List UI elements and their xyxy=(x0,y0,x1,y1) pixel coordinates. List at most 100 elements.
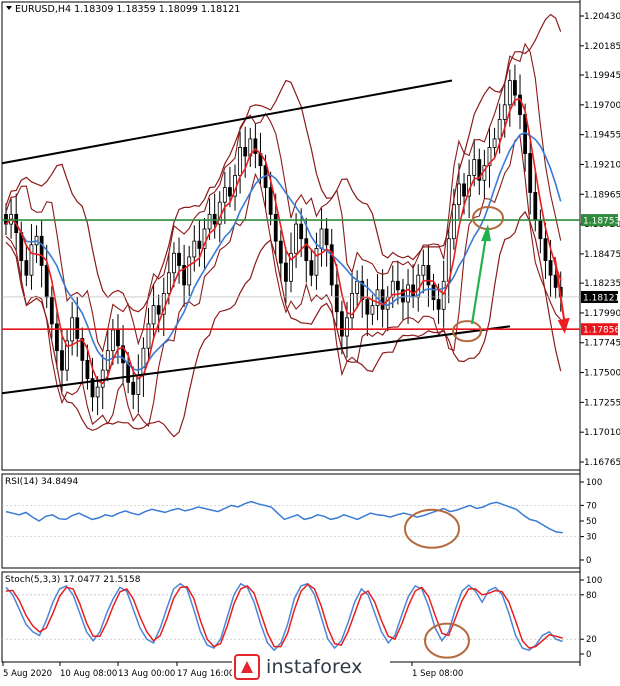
price-tick-label: 1.18965 xyxy=(584,190,620,200)
price-candle xyxy=(278,230,283,282)
candle-body xyxy=(49,296,54,325)
rsi-tick-label: 70 xyxy=(586,501,597,511)
rsi-line xyxy=(5,500,563,534)
x-tick-label: 13 Aug 00:00 xyxy=(118,669,175,679)
stoch-circle xyxy=(424,622,470,659)
candle-body xyxy=(395,280,400,291)
price-candle xyxy=(177,237,181,284)
rsi-tick-label: 0 xyxy=(586,556,591,566)
price-candle xyxy=(334,264,339,327)
candle-body xyxy=(39,235,44,266)
instaforex-logo-icon xyxy=(234,654,260,680)
candle-body xyxy=(238,147,243,176)
candle-body xyxy=(441,280,446,310)
candle-body xyxy=(426,265,431,286)
price-candle xyxy=(100,354,105,410)
candle-body xyxy=(65,340,69,371)
candle-body xyxy=(85,359,90,380)
price-candle xyxy=(380,269,385,328)
candle-body xyxy=(472,159,477,176)
candle-body xyxy=(451,204,456,240)
watermark-text: instaforex xyxy=(266,656,363,678)
candle-body xyxy=(355,280,360,294)
candle-body xyxy=(212,213,217,225)
candle-body xyxy=(182,265,187,286)
candle-body xyxy=(553,274,558,288)
channel-upper-line xyxy=(1,79,453,165)
price-candle xyxy=(355,270,360,309)
price-candle xyxy=(212,193,217,239)
candle-body xyxy=(29,244,34,276)
price-candle xyxy=(197,220,202,267)
candle-body xyxy=(131,381,136,395)
candle-body xyxy=(406,284,410,303)
price-tick-label: 1.20430 xyxy=(584,12,620,22)
watermark-instaforex: instaforex xyxy=(232,652,390,682)
price-candle xyxy=(65,329,69,382)
candle-body xyxy=(411,284,416,298)
price-candle xyxy=(513,64,517,107)
candle-body xyxy=(187,256,192,286)
price-candle xyxy=(146,308,151,360)
price-candle xyxy=(350,272,354,329)
price-candle xyxy=(156,294,161,333)
candle-body xyxy=(538,220,543,240)
x-tick-label: 10 Aug 08:00 xyxy=(60,669,117,679)
stoch-line-1 xyxy=(5,583,563,649)
candle-body xyxy=(319,228,324,249)
price-tick-label: 1.18475 xyxy=(584,250,620,260)
price-candle xyxy=(75,297,80,357)
price-candle xyxy=(284,247,288,304)
price-candle xyxy=(131,366,136,410)
sto-title: Stoch(5,3,3) 17.0477 21.5158 xyxy=(5,575,141,585)
price-candle xyxy=(518,74,522,130)
price-tick-label: 1.19700 xyxy=(584,101,620,111)
rsi-tick-label: 100 xyxy=(586,478,602,488)
candle-body xyxy=(304,238,309,262)
candle-body xyxy=(533,192,538,221)
candle-body xyxy=(370,305,375,315)
price-candle xyxy=(60,329,64,393)
price-candle xyxy=(543,222,548,279)
channel-lower-line xyxy=(1,325,511,395)
candle-body xyxy=(44,265,49,298)
price-candle xyxy=(54,308,59,369)
current-price-tag-bg xyxy=(581,290,618,303)
bollinger-lower-fast xyxy=(5,135,562,428)
candle-body xyxy=(177,252,181,266)
sto-tick-label: 0 xyxy=(586,650,591,660)
candle-body xyxy=(273,213,278,242)
price-tick-label: 1.17745 xyxy=(584,339,620,349)
price-candle xyxy=(426,244,431,307)
candle-body xyxy=(278,240,283,264)
candle-body xyxy=(110,329,115,352)
candle-body xyxy=(289,252,293,282)
target-circle-low xyxy=(452,320,482,343)
candle-body xyxy=(543,238,548,262)
candle-body xyxy=(309,260,314,276)
level-label-0: 1.18753 xyxy=(583,217,620,227)
candle-body xyxy=(243,147,248,157)
candle-body xyxy=(492,138,497,148)
price-tick-label: 1.18235 xyxy=(584,279,620,289)
red-arrow-head-icon xyxy=(557,317,570,334)
candle-body xyxy=(116,329,120,347)
symbol-title: EURUSD,H4 1.18309 1.18359 1.18099 1.1812… xyxy=(15,4,240,15)
current-price-tag: 1.18121 xyxy=(583,293,620,303)
price-tick-label: 1.19455 xyxy=(584,131,620,141)
price-candle xyxy=(304,218,309,283)
candle-body xyxy=(207,213,212,230)
candle-body xyxy=(462,183,466,197)
candle-body xyxy=(228,187,232,197)
bollinger-upper-slow xyxy=(5,13,562,313)
rsi-tick-label: 30 xyxy=(586,533,597,543)
price-candle xyxy=(528,137,533,215)
x-tick-label: 17 Aug 16:00 xyxy=(177,669,234,679)
candle-body xyxy=(172,252,176,274)
price-candle xyxy=(172,242,176,288)
candle-body xyxy=(431,284,436,300)
candle-body xyxy=(54,323,59,352)
sto-tick-label: 100 xyxy=(586,576,602,586)
price-candle xyxy=(24,244,29,287)
